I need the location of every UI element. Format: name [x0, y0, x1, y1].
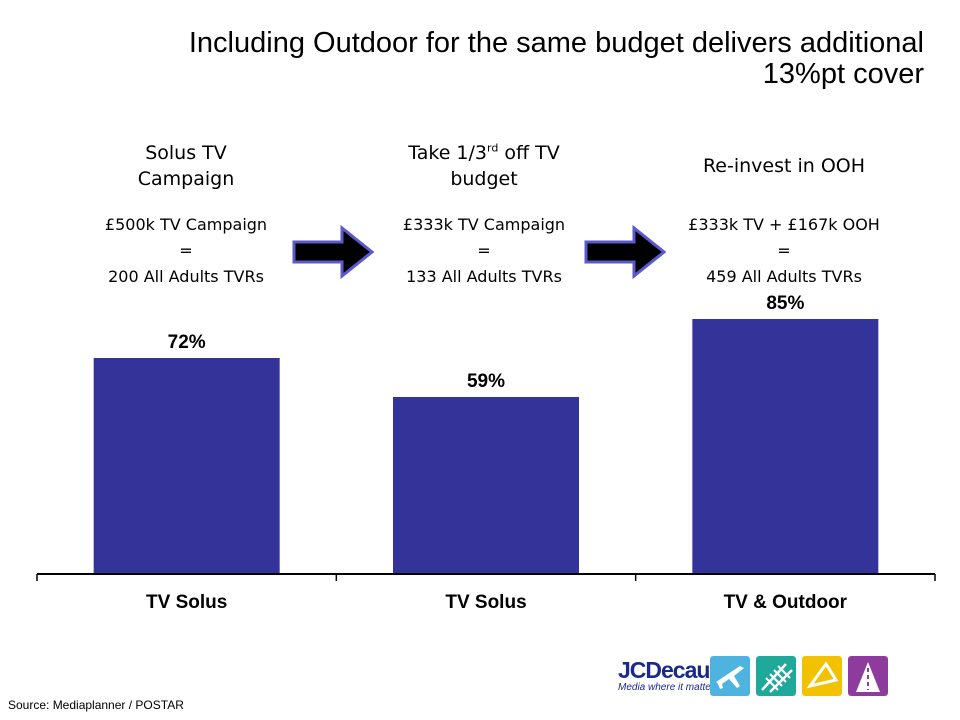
- bar: [692, 319, 879, 574]
- step-3-tvrs: 459 All Adults TVRs: [706, 267, 862, 286]
- airplane-tile-icon: [710, 656, 750, 696]
- step-2-cost: £333k TV Campaign: [402, 215, 566, 234]
- step-2-heading: Take 1/3rd off TV budget: [374, 140, 594, 192]
- step-3-details: £333k TV + £167k OOH = 459 All Adults TV…: [664, 212, 904, 290]
- x-tick-label: TV Solus: [146, 592, 227, 613]
- x-tick-label: TV Solus: [445, 592, 526, 613]
- arrow-right-icon: [292, 224, 375, 280]
- page-title: Including Outdoor for the same budget de…: [64, 28, 924, 90]
- step-1-heading: Solus TV Campaign: [76, 140, 296, 192]
- step-2-heading-line-2: budget: [450, 168, 518, 190]
- arrow-right-icon: [584, 224, 667, 280]
- logo-tagline: Media where it matters: [618, 682, 720, 693]
- step-1-cost: £500k TV Campaign: [104, 215, 268, 234]
- step-2-tvrs: 133 All Adults TVRs: [406, 267, 562, 286]
- data-label: 59%: [467, 371, 505, 392]
- step-3-heading: Re-invest in OOH: [674, 153, 894, 179]
- rail-tile-icon: [756, 656, 796, 696]
- step-2-details: £333k TV Campaign = 133 All Adults TVRs: [364, 212, 604, 290]
- data-label: 85%: [766, 293, 804, 314]
- road-tile-icon: [848, 656, 888, 696]
- step-3-cost: £333k TV + £167k OOH: [688, 215, 880, 234]
- title-line-1: Including Outdoor for the same budget de…: [188, 27, 924, 59]
- jcdecaux-logo: JCDecaux Media where it matters: [618, 657, 722, 694]
- x-tick-label: TV & Outdoor: [724, 592, 848, 613]
- bar: [393, 397, 579, 574]
- data-label: 72%: [168, 332, 206, 353]
- step-2-equals: =: [477, 241, 491, 260]
- step-3-heading-line-1: Re-invest in OOH: [702, 155, 866, 177]
- title-line-2: 13%pt cover: [762, 58, 924, 90]
- step-1-equals: =: [179, 241, 193, 260]
- step-1-details: £500k TV Campaign = 200 All Adults TVRs: [66, 212, 306, 290]
- street-tile-icon: [802, 656, 842, 696]
- step-1-tvrs: 200 All Adults TVRs: [108, 267, 264, 286]
- bar-chart: 72% TV Solus 59% TV Solus 85% TV & Outdoor: [36, 293, 936, 613]
- step-2-heading-line-1: Take 1/3rd off TV: [408, 141, 560, 164]
- source-note: Source: Mediaplanner / POSTAR: [8, 698, 184, 712]
- logo-name: JCDecaux: [618, 657, 722, 683]
- step-1-heading-line-2: Campaign: [137, 168, 235, 190]
- step-1-heading-line-1: Solus TV: [145, 142, 227, 164]
- step-3-equals: =: [777, 241, 791, 260]
- bar: [93, 358, 280, 574]
